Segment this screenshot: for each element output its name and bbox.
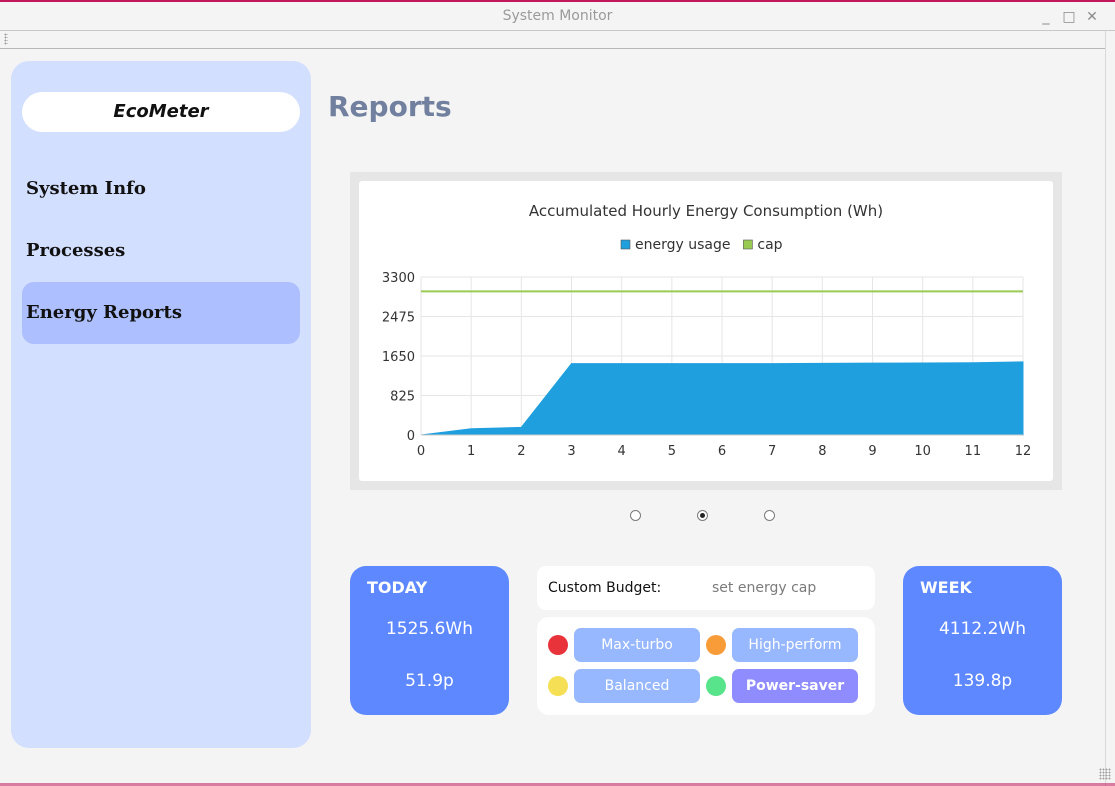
today-cost: 51.9p [405, 671, 454, 691]
custom-budget-panel: Custom Budget: [537, 566, 875, 610]
page-dot-2[interactable] [697, 510, 708, 521]
high-perform-indicator-icon [706, 635, 726, 655]
window-title: System Monitor [502, 8, 613, 24]
chart-panel: Accumulated Hourly Energy Consumption (W… [359, 181, 1053, 481]
sidebar-item-energy-reports[interactable]: Energy Reports [22, 282, 300, 344]
max-turbo-button[interactable]: Max-turbo [574, 628, 700, 662]
power-saver-button[interactable]: Power-saver [732, 669, 858, 703]
x-tick-label: 3 [567, 444, 575, 459]
toolbar [0, 31, 1105, 49]
power-modes-panel: Max-turbo High-perform Balanced Power-sa… [537, 617, 875, 715]
max-turbo-indicator-icon [548, 635, 568, 655]
page-title: Reports [328, 90, 452, 123]
week-card: WEEK 4112.2Wh 139.8p [903, 566, 1062, 715]
x-tick-label: 10 [914, 444, 931, 459]
close-icon[interactable]: ✕ [1086, 9, 1098, 25]
sidebar: EcoMeter System Info Processes Energy Re… [11, 61, 311, 748]
x-tick-label: 2 [517, 444, 525, 459]
chart-container: Accumulated Hourly Energy Consumption (W… [350, 172, 1062, 490]
chart-legend: energy usage cap [620, 237, 783, 253]
today-card: TODAY 1525.6Wh 51.9p [350, 566, 509, 715]
today-energy: 1525.6Wh [385, 619, 474, 639]
y-tick-label: 1650 [382, 350, 415, 365]
y-tick-label: 2475 [382, 311, 415, 326]
balanced-button[interactable]: Balanced [574, 669, 700, 703]
y-tick-label: 0 [407, 429, 415, 444]
resize-grip-icon[interactable] [1099, 768, 1111, 780]
today-label: TODAY [367, 578, 428, 597]
high-perform-button[interactable]: High-perform [732, 628, 858, 662]
legend-swatch-1 [620, 239, 631, 250]
x-tick-label: 6 [718, 444, 726, 459]
week-label: WEEK [920, 578, 972, 597]
x-tick-label: 1 [467, 444, 475, 459]
chart-marks [420, 290, 1024, 436]
week-cost: 139.8p [952, 671, 1013, 691]
toolbar-grip-icon[interactable] [4, 33, 8, 45]
power-saver-indicator-icon [706, 676, 726, 696]
x-tick-label: 12 [1015, 444, 1032, 459]
energy-chart: Accumulated Hourly Energy Consumption (W… [382, 202, 1031, 459]
sidebar-item-system-info[interactable]: System Info [26, 178, 146, 199]
sidebar-item-processes[interactable]: Processes [26, 240, 126, 261]
brand-logo: EcoMeter [22, 92, 300, 132]
balanced-indicator-icon [548, 676, 568, 696]
title-bar: System Monitor _ □ ✕ [0, 0, 1115, 31]
legend-label-1: energy usage [635, 237, 730, 253]
window-bottom-edge [0, 783, 1115, 786]
x-tick-label: 4 [618, 444, 626, 459]
window-right-edge [1105, 31, 1115, 786]
x-tick-label: 5 [668, 444, 676, 459]
chart-title: Accumulated Hourly Energy Consumption (W… [529, 202, 883, 220]
x-tick-label: 8 [818, 444, 826, 459]
y-tick-label: 825 [390, 390, 415, 405]
minimize-icon[interactable]: _ [1042, 9, 1050, 25]
x-tick-label: 7 [768, 444, 776, 459]
x-tick-label: 9 [868, 444, 876, 459]
legend-label-2: cap [757, 237, 782, 253]
legend-swatch-2 [743, 239, 753, 250]
week-energy: 4112.2Wh [938, 619, 1027, 639]
page-dot-3[interactable] [764, 510, 775, 521]
series-energy-usage-area [420, 361, 1024, 436]
maximize-icon[interactable]: □ [1062, 9, 1076, 25]
page-dot-1[interactable] [630, 510, 641, 521]
x-tick-label: 0 [417, 444, 425, 459]
y-tick-label: 3300 [382, 271, 415, 286]
x-tick-label: 11 [965, 444, 982, 459]
energy-cap-input[interactable] [702, 574, 862, 602]
custom-budget-label: Custom Budget: [548, 580, 662, 596]
